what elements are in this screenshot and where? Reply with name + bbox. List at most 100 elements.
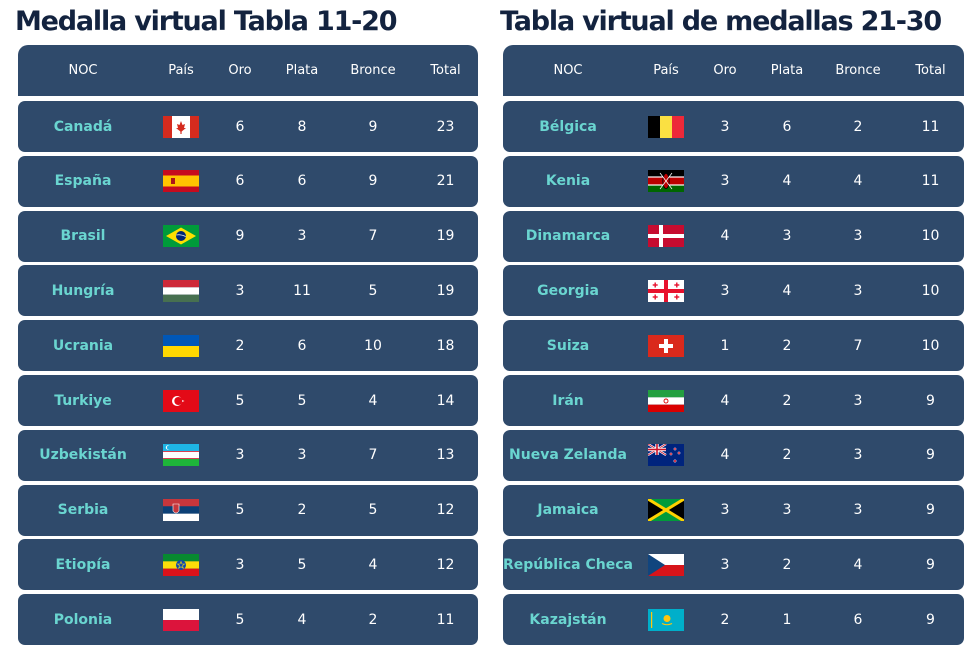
bronze-count: 10 — [364, 337, 382, 354]
table-row: Serbia 5 2 5 12 — [18, 484, 478, 536]
jamaica-flag-icon — [648, 499, 684, 522]
silver-count: 11 — [293, 282, 311, 299]
bronze-count: 5 — [368, 502, 378, 519]
table-row: Etiopía 3 5 4 12 — [18, 539, 478, 591]
table-row: Kenia 3 4 4 11 — [503, 155, 964, 207]
header-pais: País — [653, 63, 679, 78]
table-row: España 6 6 9 21 — [18, 155, 478, 207]
total-count: 13 — [436, 447, 455, 464]
table-header: NOC País Oro Plata Bronce Total — [503, 45, 964, 98]
flag-cell — [643, 430, 689, 481]
country-name: Ucrania — [52, 337, 114, 354]
bronze-count: 3 — [853, 392, 863, 409]
georgia-flag-icon — [648, 279, 684, 302]
gold-count: 2 — [235, 337, 245, 354]
silver-count: 4 — [782, 282, 792, 299]
gold-count: 4 — [720, 228, 730, 245]
country-name: Turkiye — [54, 392, 112, 409]
total-count: 23 — [436, 118, 455, 135]
header-noc: NOC — [553, 63, 583, 78]
bronze-count: 4 — [368, 392, 378, 409]
country-name: Polonia — [53, 611, 113, 628]
table-row: Irán 4 2 3 9 — [503, 375, 964, 426]
flag-cell — [158, 485, 204, 536]
header-pais: País — [168, 63, 194, 78]
switzerland-flag-icon — [648, 334, 684, 357]
bronze-count: 9 — [368, 173, 378, 190]
denmark-flag-icon — [648, 225, 684, 248]
flag-cell — [643, 320, 689, 371]
table-row: Georgia 3 4 3 10 — [503, 265, 964, 317]
gold-count: 2 — [720, 611, 730, 628]
kenya-flag-icon — [648, 170, 684, 193]
gold-count: 3 — [720, 502, 730, 519]
serbia-flag-icon — [163, 499, 199, 522]
silver-count: 6 — [297, 173, 307, 190]
table-row: Jamaica 3 3 3 9 — [503, 484, 964, 536]
header-total: Total — [430, 63, 461, 78]
flag-cell — [643, 156, 689, 207]
total-count: 10 — [921, 282, 940, 299]
total-count: 19 — [436, 282, 455, 299]
czech-republic-flag-icon — [648, 553, 684, 576]
bronze-count: 4 — [853, 556, 863, 573]
silver-count: 2 — [782, 337, 792, 354]
header-oro: Oro — [713, 63, 737, 78]
table-row: Nueva Zelanda 4 2 3 9 — [503, 429, 964, 481]
flag-cell — [643, 594, 689, 645]
header-noc: NOC — [68, 63, 98, 78]
country-name: República Checa — [503, 556, 633, 573]
gold-count: 3 — [720, 282, 730, 299]
gold-count: 6 — [235, 173, 245, 190]
country-name: Uzbekistán — [39, 447, 127, 464]
flag-cell — [643, 375, 689, 426]
header-total: Total — [915, 63, 946, 78]
gold-count: 3 — [235, 282, 245, 299]
country-name: Jamaica — [537, 502, 599, 519]
gold-count: 1 — [720, 337, 730, 354]
total-count: 10 — [921, 337, 940, 354]
total-count: 9 — [926, 447, 935, 464]
flag-cell — [158, 539, 204, 590]
flag-cell — [158, 156, 204, 207]
total-count: 9 — [926, 611, 935, 628]
table-title: Medalla virtual Tabla 11-20 — [15, 6, 398, 37]
silver-count: 2 — [297, 502, 307, 519]
flag-cell — [158, 101, 204, 152]
country-name: Georgia — [537, 282, 599, 299]
gold-count: 3 — [720, 173, 730, 190]
table-row: Kazajstán 2 1 6 9 — [503, 594, 964, 646]
table-row: Polonia 5 4 2 11 — [18, 594, 478, 646]
flag-cell — [158, 320, 204, 371]
silver-count: 3 — [782, 228, 792, 245]
total-count: 14 — [436, 392, 455, 409]
silver-count: 3 — [297, 447, 307, 464]
table-row: Bélgica 3 6 2 11 — [503, 101, 964, 152]
kazakhstan-flag-icon — [648, 608, 684, 631]
table-row: Canadá 6 8 9 23 — [18, 101, 478, 152]
total-count: 11 — [921, 173, 940, 190]
total-count: 9 — [926, 502, 935, 519]
country-name: Nueva Zelanda — [509, 447, 627, 464]
gold-count: 3 — [235, 556, 245, 573]
table-row: Uzbekistán 3 3 7 13 — [18, 429, 478, 481]
hungary-flag-icon — [163, 279, 199, 302]
country-name: Kenia — [545, 173, 591, 190]
header-oro: Oro — [228, 63, 252, 78]
country-name: Dinamarca — [525, 228, 611, 245]
total-count: 10 — [921, 228, 940, 245]
country-name: Canadá — [53, 118, 113, 135]
total-count: 19 — [436, 228, 455, 245]
total-count: 9 — [926, 392, 935, 409]
silver-count: 8 — [297, 118, 307, 135]
silver-count: 4 — [297, 611, 307, 628]
total-count: 9 — [926, 556, 935, 573]
silver-count: 3 — [782, 502, 792, 519]
silver-count: 6 — [297, 337, 307, 354]
bronze-count: 3 — [853, 502, 863, 519]
total-count: 21 — [436, 173, 455, 190]
country-name: Kazajstán — [529, 611, 607, 628]
flag-cell — [643, 485, 689, 536]
canada-flag-icon — [163, 115, 199, 138]
bronze-count: 3 — [853, 447, 863, 464]
